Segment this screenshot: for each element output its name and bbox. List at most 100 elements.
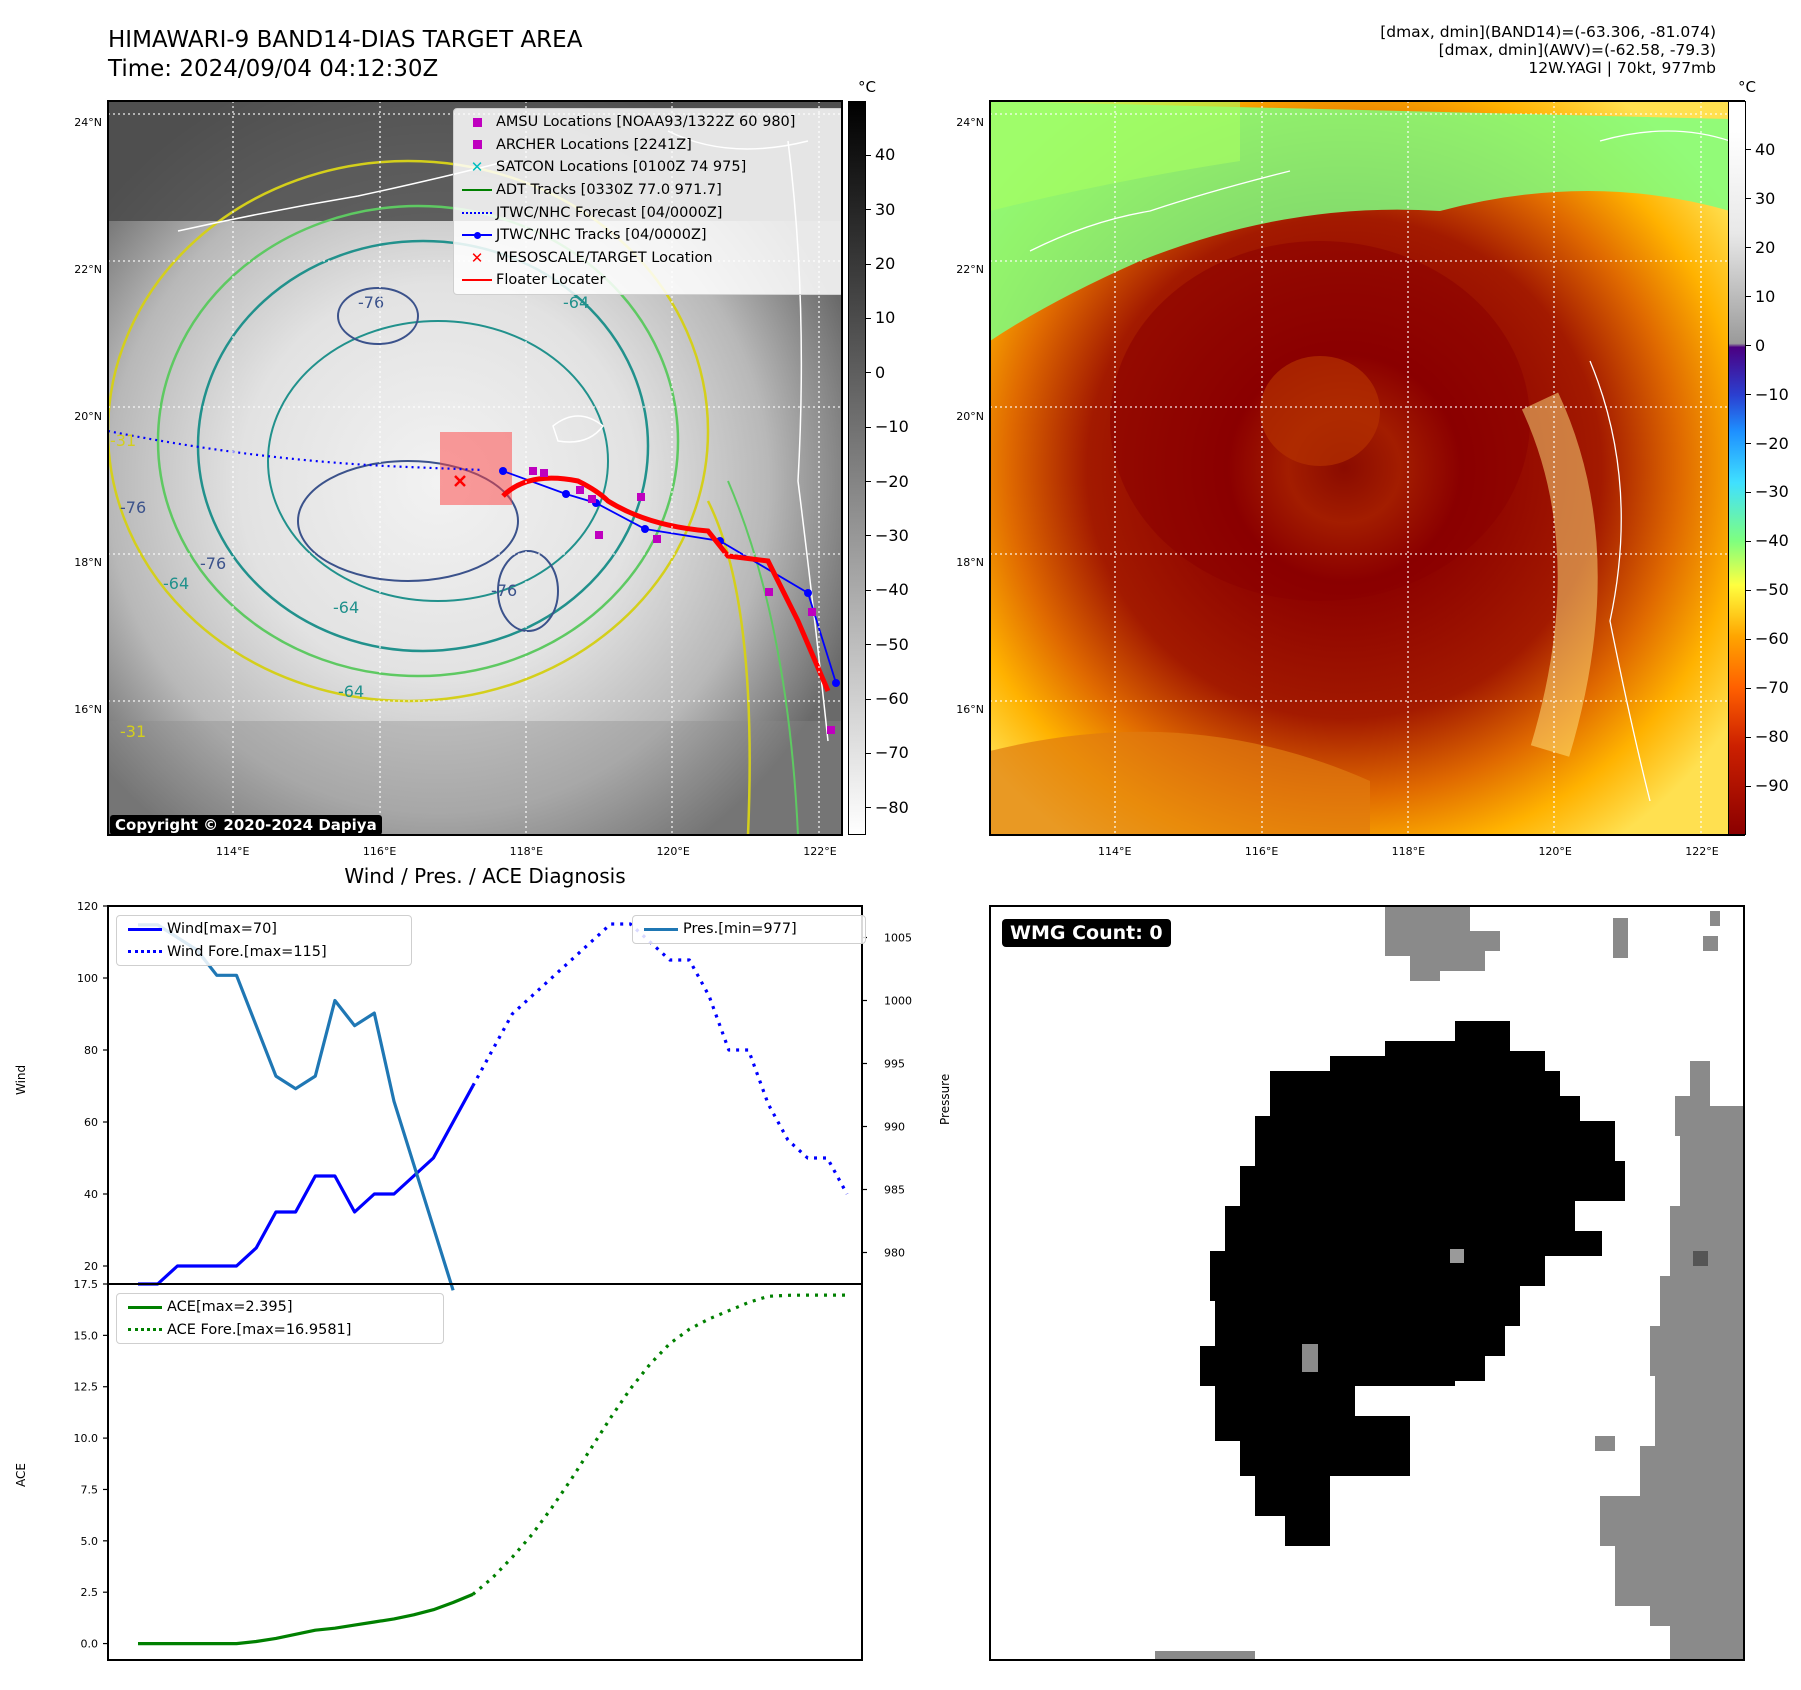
y-tick-label: 20	[84, 1260, 98, 1273]
lon-tick-label: 122°E	[1685, 845, 1719, 858]
lon-tick-label: 120°E	[656, 845, 690, 858]
colorbar-tick-mark	[866, 209, 871, 211]
colorbar-tick-mark	[1746, 296, 1751, 298]
legend-item: ADT Tracks [0330Z 77.0 971.7]	[458, 179, 841, 202]
square-icon	[458, 111, 496, 133]
dotted-line-icon	[123, 941, 167, 963]
colorbar-tick-label: −60	[875, 689, 909, 709]
y2-tick-label: 1005	[884, 932, 912, 945]
legend-item: AMSU Locations [NOAA93/1322Z 60 980]	[458, 111, 841, 134]
series-line	[138, 923, 455, 1291]
lon-tick-label: 120°E	[1538, 845, 1572, 858]
contour-label: -64	[333, 598, 359, 617]
line-icon	[458, 179, 496, 201]
lat-tick-label: 22°N	[956, 262, 984, 276]
figure-time: Time: 2024/09/04 04:12:30Z	[108, 56, 439, 82]
colorbar-tick-mark	[866, 698, 871, 700]
y-tick-label: 17.5	[74, 1278, 99, 1291]
legend-item: ACE Fore.[max=16.9581]	[123, 1319, 437, 1342]
colorbar-tick-mark	[1746, 149, 1751, 151]
wmg-mask-image	[1155, 906, 1744, 1660]
lon-tick-label: 122°E	[803, 845, 837, 858]
colorbar-tick-label: −60	[1755, 629, 1789, 649]
colorbar-tick-mark	[866, 589, 871, 591]
colorbar-tick-mark	[1746, 540, 1751, 542]
diag-title: Wind / Pres. / ACE Diagnosis	[344, 864, 626, 888]
colorbar-tick-label: −50	[1755, 580, 1789, 600]
legend-item: ARCHER Locations [2241Z]	[458, 134, 841, 157]
colorbar-tick-mark	[1746, 247, 1751, 249]
legend-item: JTWC/NHC Forecast [04/0000Z]	[458, 201, 841, 224]
figure-title: HIMAWARI-9 BAND14-DIAS TARGET AREA	[108, 27, 583, 53]
legend-item: Wind[max=70]	[123, 918, 405, 941]
colorbar-tick-label: −20	[875, 471, 909, 491]
colorbar-tick-mark	[1746, 687, 1751, 689]
colorbar-tick-mark	[1746, 345, 1751, 347]
square-icon	[458, 134, 496, 156]
lon-tick-label: 118°E	[1391, 845, 1426, 858]
legend-item: Wind Fore.[max=115]	[123, 941, 405, 964]
y-tick-label: 5.0	[81, 1535, 99, 1548]
lat-tick-label: 18°N	[956, 556, 984, 570]
line-icon	[458, 269, 496, 291]
y-tick-label: 60	[84, 1116, 98, 1129]
line-dot-icon	[458, 224, 496, 246]
y-tick-label: 0.0	[81, 1638, 99, 1651]
lat-tick-label: 22°N	[74, 262, 102, 276]
colorbar-tick-mark	[866, 372, 871, 374]
colorbar-tick-mark	[866, 535, 871, 537]
colorbar-tick-mark	[866, 644, 871, 646]
colorbar-tick-label: 30	[875, 199, 896, 219]
lat-tick-label: 18°N	[74, 556, 102, 570]
colorbar-tick-label: −70	[875, 743, 909, 763]
y2-tick-label: 980	[884, 1247, 905, 1260]
contour-label: -76	[200, 554, 226, 573]
colorbar-tick-label: 40	[1755, 139, 1776, 159]
colorbar-tick-label: −10	[1755, 384, 1789, 404]
lon-tick-label: 114°E	[1098, 845, 1132, 858]
contour-label: -64	[563, 293, 589, 312]
colorbar-tick-label: 30	[1755, 188, 1776, 208]
y-tick-label: 10.0	[74, 1432, 99, 1445]
wind-legend: Wind[max=70] Wind Fore.[max=115]	[116, 915, 412, 967]
y-tick-label: 2.5	[81, 1586, 99, 1599]
colorbar-tick-mark	[866, 807, 871, 809]
x-marker-icon: ✕	[470, 158, 484, 177]
series-line	[471, 1293, 847, 1596]
ace-legend: ACE[max=2.395] ACE Fore.[max=16.9581]	[116, 1293, 444, 1345]
right-colorbar-unit: °C	[1738, 78, 1756, 96]
map-legend: AMSU Locations [NOAA93/1322Z 60 980] ARC…	[453, 108, 842, 295]
y-tick-label: 7.5	[81, 1483, 99, 1496]
colorbar-tick-mark	[1746, 736, 1751, 738]
legend-item: ✕ SATCON Locations [0100Z 74 975]	[458, 156, 841, 179]
colorbar-tick-mark	[1746, 785, 1751, 787]
lon-tick-label: 118°E	[509, 845, 544, 858]
colorbar-tick-label: 0	[875, 362, 886, 382]
solid-line-icon	[123, 1296, 167, 1318]
y-tick-label: 80	[84, 1044, 98, 1057]
colorbar-tick-label: −90	[1755, 776, 1789, 796]
info-storm: 12W.YAGI | 70kt, 977mb	[1528, 59, 1716, 77]
lon-tick-label: 116°E	[1244, 845, 1279, 858]
lat-tick-label: 16°N	[956, 703, 984, 717]
contour-label: -31	[120, 722, 146, 741]
legend-item: ✕ MESOSCALE/TARGET Location	[458, 247, 841, 270]
left-colorbar-unit: °C	[858, 78, 876, 96]
colorbar-tick-mark	[1746, 443, 1751, 445]
solid-line-icon	[123, 918, 167, 940]
dotted-line-icon	[123, 1319, 167, 1341]
y-tick-label: 15.0	[74, 1329, 99, 1342]
y2-tick-label: 990	[884, 1121, 905, 1134]
colorbar-tick-label: −50	[875, 634, 909, 654]
contour-label: -76	[358, 293, 384, 312]
colorbar-tick-label: −80	[1755, 727, 1789, 747]
series-line	[471, 922, 849, 1195]
colorbar-tick-label: 0	[1755, 335, 1766, 355]
wmg-count-badge: WMG Count: 0	[1002, 919, 1171, 947]
wind-axis-label: Wind	[14, 1064, 28, 1095]
y2-tick-label: 995	[884, 1058, 905, 1071]
colorbar-tick-mark	[1746, 491, 1751, 493]
colorbar-tick-mark	[866, 154, 871, 156]
legend-item: JTWC/NHC Tracks [04/0000Z]	[458, 224, 841, 247]
right-colorbar	[1728, 101, 1746, 835]
